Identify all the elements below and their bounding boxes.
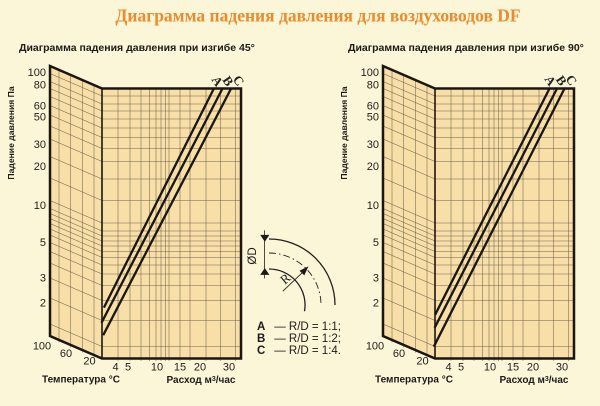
svg-text:30: 30 bbox=[223, 361, 235, 373]
svg-text:Диаграмма падения давления при: Диаграмма падения давления при изгибе 45… bbox=[19, 42, 255, 54]
svg-text:80: 80 bbox=[34, 79, 46, 91]
svg-text:20: 20 bbox=[527, 361, 539, 373]
svg-text:Падение давления Па: Падение давления Па bbox=[339, 86, 349, 179]
svg-text:20: 20 bbox=[194, 361, 206, 373]
svg-text:Падение давления Па: Падение давления Па bbox=[6, 86, 16, 179]
svg-text:5: 5 bbox=[125, 361, 131, 373]
svg-text:10: 10 bbox=[34, 200, 46, 212]
svg-text:A — R/D = 1:1;: A — R/D = 1:1; bbox=[257, 321, 341, 333]
svg-text:30: 30 bbox=[367, 139, 379, 151]
svg-text:5: 5 bbox=[458, 361, 464, 373]
svg-text:ØD: ØD bbox=[247, 247, 259, 264]
svg-text:2: 2 bbox=[40, 297, 46, 309]
svg-text:60: 60 bbox=[367, 100, 379, 112]
svg-text:15: 15 bbox=[174, 361, 186, 373]
svg-text:15: 15 bbox=[507, 361, 519, 373]
svg-text:10: 10 bbox=[484, 361, 496, 373]
svg-text:4: 4 bbox=[445, 361, 451, 373]
svg-text:60: 60 bbox=[34, 100, 46, 112]
svg-text:30: 30 bbox=[34, 139, 46, 151]
svg-text:3: 3 bbox=[373, 272, 379, 284]
svg-text:B — R/D = 1:2;: B — R/D = 1:2; bbox=[257, 333, 341, 345]
svg-text:Температура °C: Температура °C bbox=[42, 374, 120, 385]
svg-text:Расход м3/час: Расход м3/час bbox=[167, 375, 236, 386]
svg-text:4: 4 bbox=[112, 361, 118, 373]
svg-text:60: 60 bbox=[393, 348, 405, 360]
svg-text:30: 30 bbox=[556, 361, 568, 373]
svg-text:100: 100 bbox=[28, 67, 46, 79]
svg-text:10: 10 bbox=[367, 200, 379, 212]
svg-text:20: 20 bbox=[83, 355, 95, 367]
svg-text:3: 3 bbox=[40, 272, 46, 284]
svg-text:Диаграмма падения давления при: Диаграмма падения давления при изгибе 90… bbox=[348, 42, 584, 54]
svg-text:100: 100 bbox=[366, 340, 384, 352]
svg-text:20: 20 bbox=[367, 161, 379, 173]
svg-text:C — R/D = 1:4.: C — R/D = 1:4. bbox=[257, 345, 341, 357]
svg-text:20: 20 bbox=[34, 161, 46, 173]
svg-text:100: 100 bbox=[33, 340, 51, 352]
svg-text:10: 10 bbox=[151, 361, 163, 373]
svg-text:Диаграмма падения давления для: Диаграмма падения давления для воздухово… bbox=[115, 6, 520, 26]
svg-text:50: 50 bbox=[34, 111, 46, 123]
svg-text:80: 80 bbox=[367, 79, 379, 91]
svg-text:Расход м3/час: Расход м3/час bbox=[500, 375, 569, 386]
svg-text:60: 60 bbox=[60, 348, 72, 360]
svg-text:2: 2 bbox=[373, 297, 379, 309]
svg-text:5: 5 bbox=[373, 237, 379, 249]
svg-text:20: 20 bbox=[416, 355, 428, 367]
svg-text:5: 5 bbox=[40, 237, 46, 249]
svg-text:100: 100 bbox=[361, 67, 379, 79]
svg-text:Температура °C: Температура °C bbox=[375, 374, 453, 385]
svg-text:50: 50 bbox=[367, 111, 379, 123]
